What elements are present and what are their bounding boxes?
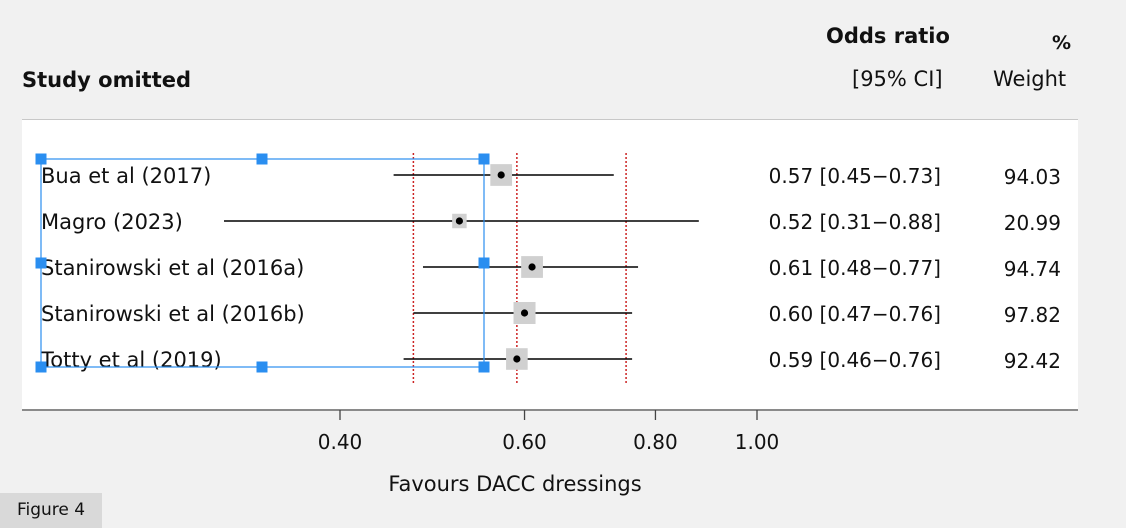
ci-header: [95% CI]	[852, 67, 943, 91]
figure-label: Figure 4	[0, 493, 102, 528]
ci-text: 0.59 [0.46−0.76]	[769, 348, 941, 372]
resize-handle[interactable]	[35, 257, 47, 269]
point-estimate	[520, 309, 529, 317]
point-estimate	[513, 355, 521, 363]
point-estimate	[528, 263, 536, 271]
ci-text: 0.57 [0.45−0.73]	[769, 164, 941, 188]
ci-text: 0.61 [0.48−0.77]	[769, 256, 941, 280]
study-column-header: Study omitted	[22, 68, 192, 92]
study-label: Totty et al (2019)	[40, 348, 222, 372]
weight-value: 97.82	[1004, 303, 1061, 327]
x-tick-label: 0.80	[633, 430, 678, 454]
plot-panel	[22, 119, 1078, 411]
resize-handle[interactable]	[478, 361, 490, 373]
resize-handle[interactable]	[256, 361, 268, 373]
x-tick-label: 1.00	[735, 430, 780, 454]
resize-handle[interactable]	[256, 153, 268, 165]
study-label: Bua et al (2017)	[41, 164, 211, 188]
study-label: Stanirowski et al (2016b)	[41, 302, 305, 326]
ci-text: 0.52 [0.31−0.88]	[769, 210, 941, 234]
weight-value: 94.74	[1004, 257, 1061, 281]
weight-value: 20.99	[1004, 211, 1061, 235]
point-estimate	[497, 171, 505, 179]
weight-value: 94.03	[1004, 165, 1061, 189]
weight-percent-header: %	[1052, 32, 1072, 54]
study-label: Magro (2023)	[41, 210, 183, 234]
weight-value: 92.42	[1004, 349, 1061, 373]
resize-handle[interactable]	[478, 153, 490, 165]
point-estimate	[455, 217, 464, 225]
weight-header: Weight	[993, 67, 1067, 91]
resize-handle[interactable]	[35, 361, 47, 373]
odds-ratio-header: Odds ratio	[826, 24, 950, 48]
ci-text: 0.60 [0.47−0.76]	[769, 302, 941, 326]
resize-handle[interactable]	[478, 257, 490, 269]
study-label: Stanirowski et al (2016a)	[41, 256, 304, 280]
x-tick-label: 0.40	[318, 430, 363, 454]
resize-handle[interactable]	[35, 153, 47, 165]
x-tick-label: 0.60	[502, 430, 547, 454]
x-axis-label: Favours DACC dressings	[388, 472, 641, 496]
